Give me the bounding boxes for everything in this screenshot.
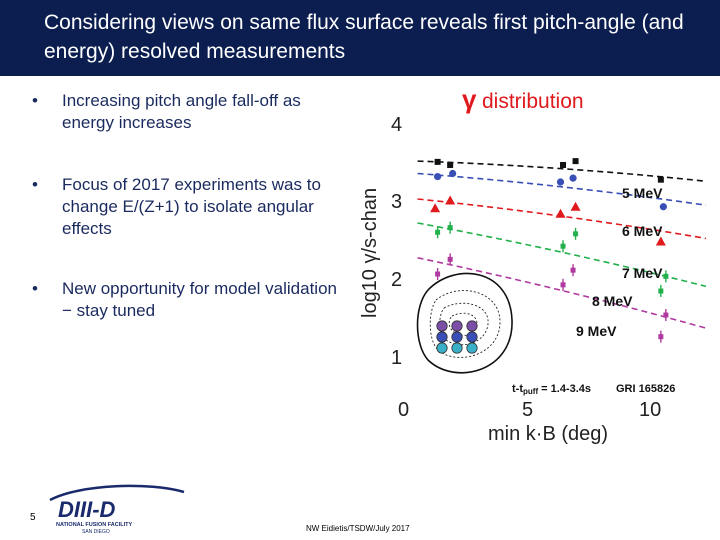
energy-label-9mev: 9 MeV	[576, 323, 617, 339]
y-axis-label: log10 γ/s-chan	[359, 188, 381, 318]
logo-main: DIII-D	[58, 497, 116, 522]
time-sub: puff	[523, 387, 538, 396]
x-tick-label: 10	[639, 399, 661, 421]
flux-surface-inset	[416, 272, 513, 374]
fit-line	[417, 222, 707, 288]
data-point	[655, 236, 666, 246]
y-tick-label: 4	[391, 114, 402, 136]
fit-line	[417, 160, 707, 183]
energy-label-5mev: 5 MeV	[622, 185, 663, 201]
data-points	[430, 158, 669, 343]
data-point	[445, 195, 456, 205]
inset-chord-marker	[436, 342, 448, 354]
energy-label-8mev: 8 MeV	[592, 293, 633, 309]
data-point	[556, 178, 565, 186]
bullet-text: Increasing pitch angle fall-off as energ…	[62, 91, 301, 132]
data-point	[659, 203, 667, 211]
data-point	[560, 161, 567, 168]
chart-title-symbol: γ	[462, 84, 477, 114]
inset-chord-marker	[451, 320, 463, 332]
data-point	[657, 176, 664, 183]
data-point	[570, 201, 581, 211]
title-bar: Considering views on same flux surface r…	[0, 0, 720, 76]
data-point	[447, 161, 454, 168]
data-point	[434, 172, 442, 181]
diii-d-logo: DIII-D NATIONAL FUSION FACILITY SAN DIEG…	[49, 484, 185, 535]
inset-chord-marker	[451, 342, 463, 354]
fit-line	[417, 172, 707, 206]
energy-label-6mev: 6 MeV	[622, 223, 663, 239]
inset-chord-marker	[466, 331, 478, 343]
y-tick-label: 2	[391, 269, 402, 291]
inset-chord-marker	[466, 320, 478, 332]
x-axis-label: min k·B (deg)	[488, 423, 608, 445]
slide-title: Considering views on same flux surface r…	[44, 11, 684, 63]
time-label: t-t	[512, 383, 523, 395]
footer-text: NW Eidietis/TSDW/July 2017	[306, 524, 410, 533]
time-value: = 1.4-3.4s	[538, 383, 591, 395]
inset-chord-markers	[436, 320, 478, 354]
logo-sub: NATIONAL FUSION FACILITY	[56, 522, 133, 528]
bullet-text: Focus of 2017 experiments was to change …	[62, 175, 321, 238]
energy-label-7mev: 7 MeV	[622, 265, 663, 281]
data-point	[569, 174, 577, 182]
logo-place: SAN DIEGO	[82, 529, 110, 535]
data-point	[449, 169, 457, 178]
data-point	[434, 158, 441, 165]
inset-chord-marker	[436, 320, 448, 332]
time-window-label: t-tpuff = 1.4-3.4s	[512, 383, 591, 396]
bullet-marker: •	[32, 279, 38, 298]
inset-chord-marker	[436, 331, 448, 343]
data-point	[555, 208, 566, 218]
bullet-marker: •	[32, 91, 38, 110]
y-tick-label: 3	[391, 191, 402, 213]
bullet-marker: •	[32, 175, 38, 194]
data-point	[430, 203, 441, 213]
chart-title: distribution	[482, 90, 584, 113]
data-point	[572, 158, 579, 165]
y-tick-label: 1	[391, 347, 402, 369]
inset-chord-marker	[466, 342, 478, 354]
x-tick-label: 0	[398, 399, 409, 421]
inset-chord-marker	[451, 331, 463, 343]
x-tick-label: 5	[522, 399, 533, 421]
slide-number: 5	[30, 512, 36, 523]
shot-label: GRI 165826	[616, 383, 675, 395]
bullet-text: New opportunity for model validation − s…	[62, 279, 337, 320]
